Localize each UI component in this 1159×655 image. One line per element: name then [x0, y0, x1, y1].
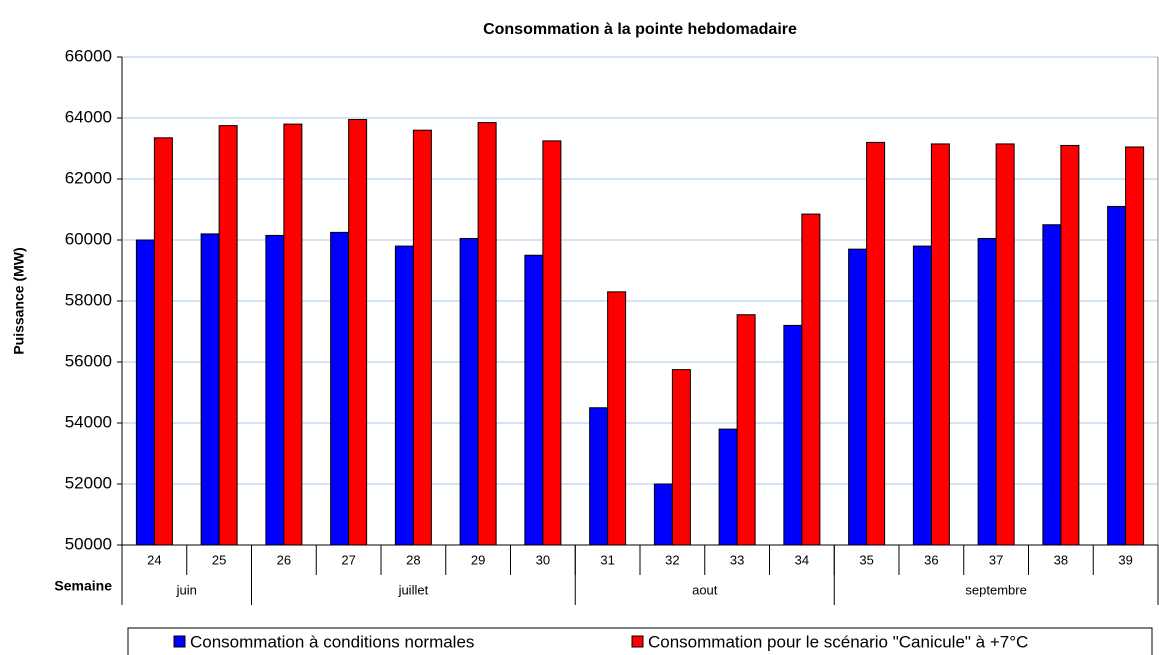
bar	[459, 237, 479, 546]
group-label: septembre	[965, 582, 1026, 597]
y-tick-label: 50000	[65, 534, 112, 553]
bar	[783, 324, 803, 546]
x-tick-label: 37	[989, 552, 1003, 567]
y-tick-label: 56000	[65, 351, 112, 370]
bar	[153, 137, 173, 546]
y-axis-title: Puissance (MW)	[11, 247, 27, 354]
x-tick-label: 28	[406, 552, 420, 567]
bar	[995, 143, 1015, 546]
bar	[330, 231, 350, 546]
y-tick-label: 54000	[65, 412, 112, 431]
group-label: juillet	[398, 582, 429, 597]
bar	[930, 143, 950, 546]
x-tick-label: 31	[600, 552, 614, 567]
x-tick-label: 35	[859, 552, 873, 567]
legend-swatch	[173, 635, 186, 648]
x-tick-label: 24	[147, 552, 161, 567]
bar	[200, 233, 220, 546]
x-tick-label: 36	[924, 552, 938, 567]
y-tick-label: 60000	[65, 229, 112, 248]
x-tick-label: 27	[341, 552, 355, 567]
bar	[671, 369, 691, 546]
bar	[348, 119, 368, 546]
bar	[283, 123, 303, 546]
legend-label: Consommation à conditions normales	[190, 632, 474, 651]
bar	[1125, 146, 1145, 546]
bar	[801, 213, 821, 546]
bar	[1042, 224, 1062, 546]
legend-swatch	[631, 635, 644, 648]
bar	[848, 248, 868, 546]
x-tick-label: 25	[212, 552, 226, 567]
bar	[542, 140, 562, 546]
bar	[718, 428, 738, 546]
x-tick-label: 26	[277, 552, 291, 567]
group-label: aout	[692, 582, 718, 597]
x-tick-label: 33	[730, 552, 744, 567]
bar	[736, 314, 756, 546]
x-tick-label: 30	[536, 552, 550, 567]
bar	[265, 234, 285, 546]
bar	[653, 483, 673, 546]
legend-label: Consommation pour le scénario "Canicule"…	[648, 632, 1028, 651]
bar	[1060, 144, 1080, 546]
x-axis-title: Semaine	[54, 578, 112, 594]
bar	[912, 245, 932, 546]
y-tick-label: 64000	[65, 107, 112, 126]
bar	[218, 125, 238, 546]
bar	[524, 254, 544, 546]
y-tick-label: 52000	[65, 473, 112, 492]
x-tick-label: 29	[471, 552, 485, 567]
bar	[866, 141, 886, 546]
bar	[135, 239, 155, 546]
y-tick-label: 62000	[65, 168, 112, 187]
bar	[589, 407, 609, 546]
x-tick-label: 34	[795, 552, 809, 567]
bar	[1107, 205, 1127, 546]
bar	[412, 129, 432, 546]
bar	[977, 237, 997, 546]
y-tick-label: 66000	[65, 46, 112, 65]
bar	[477, 122, 497, 546]
x-tick-label: 39	[1118, 552, 1132, 567]
x-tick-label: 32	[665, 552, 679, 567]
group-label: juin	[176, 582, 197, 597]
bar	[394, 245, 414, 546]
y-tick-label: 58000	[65, 290, 112, 309]
bar	[607, 291, 627, 546]
chart-title: Consommation à la pointe hebdomadaire	[483, 21, 797, 38]
x-tick-label: 38	[1054, 552, 1068, 567]
